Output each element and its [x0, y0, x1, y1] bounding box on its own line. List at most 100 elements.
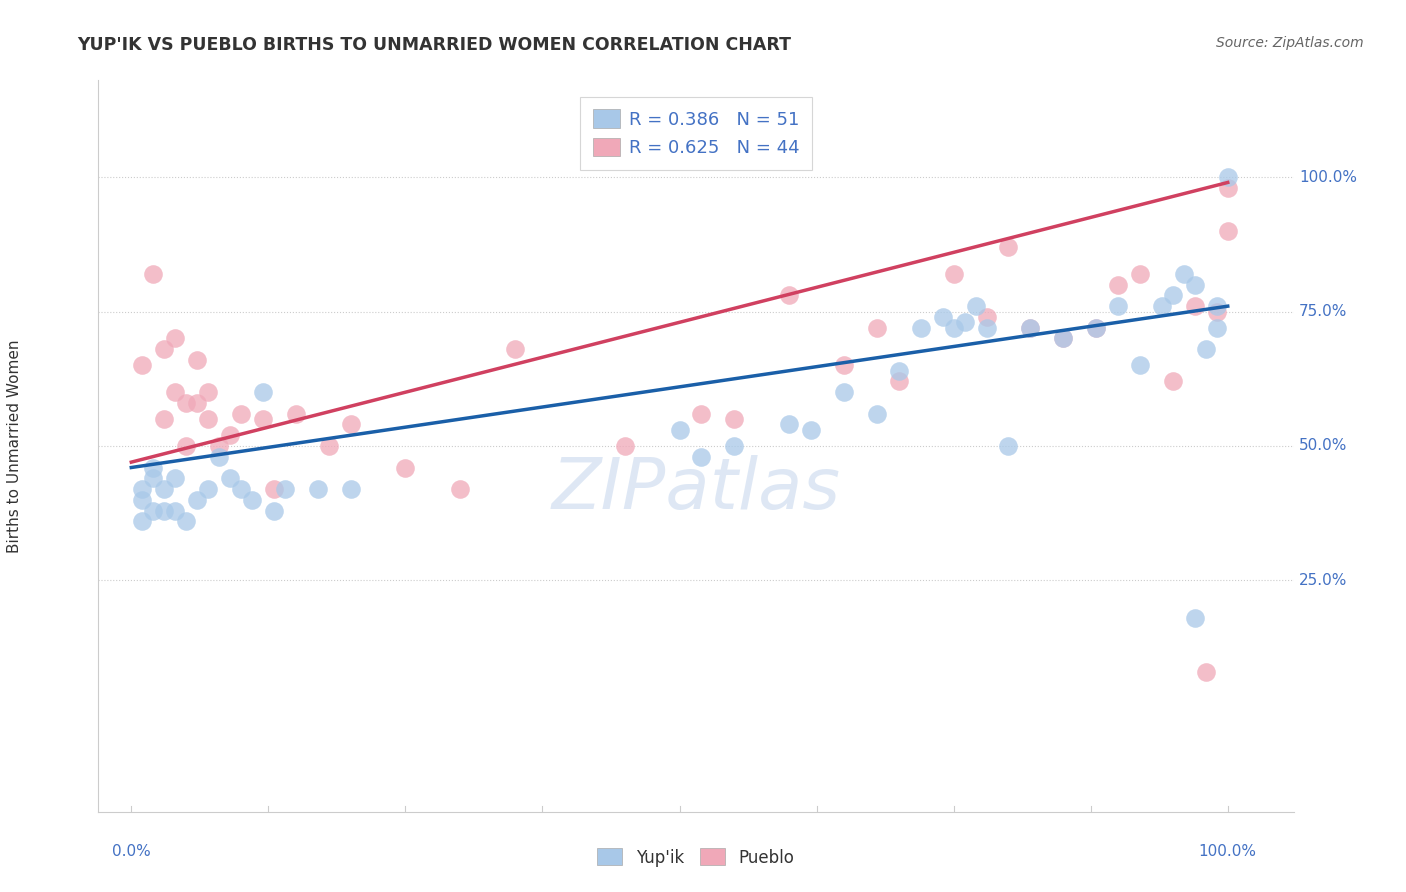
- Point: [1216, 181, 1239, 195]
- Point: [778, 417, 800, 432]
- Point: [229, 407, 252, 421]
- Point: [800, 423, 823, 437]
- Point: [131, 359, 153, 373]
- Point: [252, 412, 274, 426]
- Point: [219, 471, 242, 485]
- Point: [186, 396, 208, 410]
- Point: [142, 460, 165, 475]
- Text: 25.0%: 25.0%: [1299, 573, 1347, 588]
- Point: [1129, 359, 1152, 373]
- Point: [174, 439, 197, 453]
- Point: [197, 412, 219, 426]
- Point: [165, 331, 187, 345]
- Point: [942, 320, 965, 334]
- Point: [153, 503, 176, 517]
- Point: [131, 492, 153, 507]
- Point: [997, 240, 1019, 254]
- Point: [1150, 299, 1173, 313]
- Legend: Yup'ik, Pueblo: Yup'ik, Pueblo: [588, 838, 804, 877]
- Point: [1129, 267, 1152, 281]
- Point: [1107, 277, 1129, 292]
- Point: [165, 471, 187, 485]
- Point: [1195, 665, 1218, 679]
- Text: 75.0%: 75.0%: [1299, 304, 1347, 319]
- Point: [153, 482, 176, 496]
- Point: [174, 514, 197, 528]
- Point: [953, 315, 976, 329]
- Point: [318, 439, 340, 453]
- Point: [1205, 299, 1227, 313]
- Point: [394, 460, 416, 475]
- Point: [503, 342, 526, 356]
- Point: [153, 342, 176, 356]
- Point: [1052, 331, 1074, 345]
- Point: [153, 412, 176, 426]
- Point: [208, 450, 231, 464]
- Point: [449, 482, 471, 496]
- Point: [887, 375, 910, 389]
- Point: [240, 492, 263, 507]
- Point: [307, 482, 329, 496]
- Point: [723, 412, 745, 426]
- Point: [263, 482, 285, 496]
- Point: [274, 482, 297, 496]
- Text: Source: ZipAtlas.com: Source: ZipAtlas.com: [1216, 36, 1364, 50]
- Point: [832, 359, 855, 373]
- Text: Births to Unmarried Women: Births to Unmarried Women: [7, 339, 22, 553]
- Point: [1161, 375, 1184, 389]
- Point: [174, 396, 197, 410]
- Point: [1205, 320, 1227, 334]
- Point: [339, 482, 361, 496]
- Point: [866, 407, 889, 421]
- Point: [866, 320, 889, 334]
- Point: [197, 385, 219, 400]
- Point: [976, 310, 998, 324]
- Point: [1107, 299, 1129, 313]
- Text: 100.0%: 100.0%: [1199, 844, 1257, 859]
- Point: [131, 482, 153, 496]
- Point: [1173, 267, 1195, 281]
- Text: 100.0%: 100.0%: [1299, 169, 1357, 185]
- Text: YUP'IK VS PUEBLO BIRTHS TO UNMARRIED WOMEN CORRELATION CHART: YUP'IK VS PUEBLO BIRTHS TO UNMARRIED WOM…: [77, 36, 792, 54]
- Point: [165, 503, 187, 517]
- Point: [186, 492, 208, 507]
- Point: [1161, 288, 1184, 302]
- Text: ZIPatlas: ZIPatlas: [551, 456, 841, 524]
- Point: [186, 353, 208, 368]
- Point: [219, 428, 242, 442]
- Point: [1205, 304, 1227, 318]
- Point: [142, 503, 165, 517]
- Point: [142, 471, 165, 485]
- Point: [165, 385, 187, 400]
- Point: [690, 407, 713, 421]
- Point: [1195, 342, 1218, 356]
- Text: 50.0%: 50.0%: [1299, 439, 1347, 453]
- Point: [778, 288, 800, 302]
- Point: [1184, 299, 1206, 313]
- Point: [613, 439, 636, 453]
- Point: [965, 299, 987, 313]
- Point: [997, 439, 1019, 453]
- Point: [931, 310, 953, 324]
- Point: [668, 423, 690, 437]
- Point: [142, 267, 165, 281]
- Point: [1184, 611, 1206, 625]
- Point: [887, 364, 910, 378]
- Point: [208, 439, 231, 453]
- Point: [197, 482, 219, 496]
- Point: [723, 439, 745, 453]
- Point: [976, 320, 998, 334]
- Text: 0.0%: 0.0%: [112, 844, 150, 859]
- Point: [339, 417, 361, 432]
- Point: [252, 385, 274, 400]
- Point: [832, 385, 855, 400]
- Point: [910, 320, 932, 334]
- Point: [1085, 320, 1108, 334]
- Point: [1052, 331, 1074, 345]
- Point: [942, 267, 965, 281]
- Point: [690, 450, 713, 464]
- Point: [1216, 224, 1239, 238]
- Point: [1216, 170, 1239, 185]
- Point: [263, 503, 285, 517]
- Point: [131, 514, 153, 528]
